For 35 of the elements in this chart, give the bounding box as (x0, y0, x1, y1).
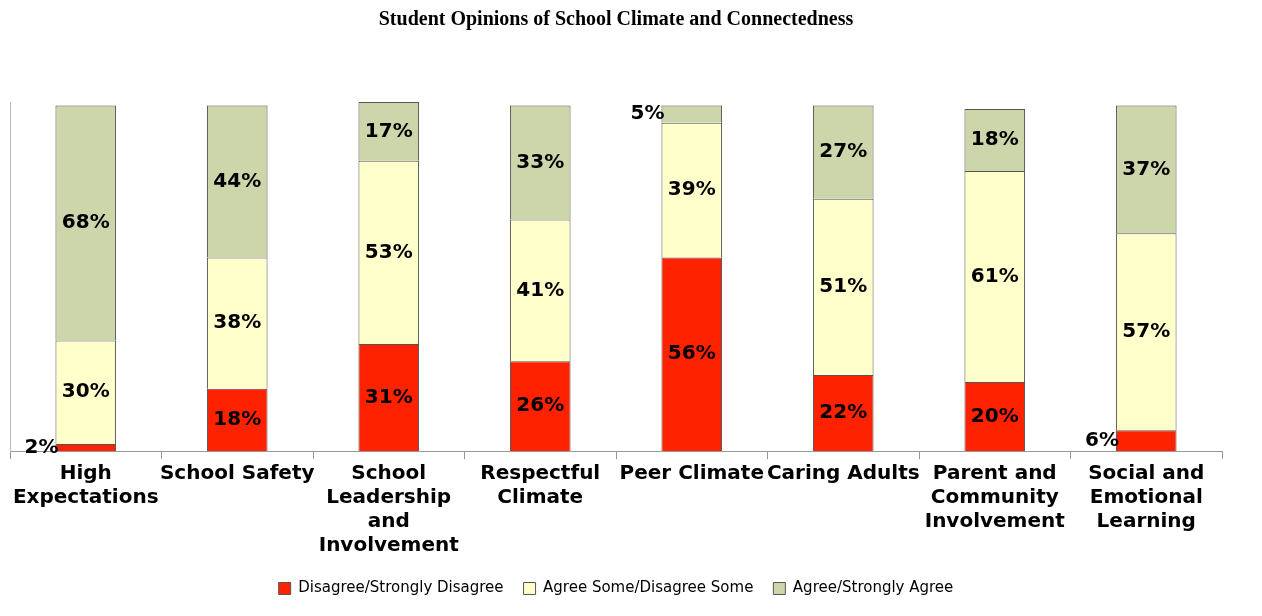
x-tick-label: Parent and Community Involvement (924, 460, 1066, 533)
x-tick-label: Peer Climate (619, 460, 764, 485)
data-label: 18% (213, 406, 262, 431)
data-label: 17% (364, 117, 413, 142)
data-label: 51% (819, 273, 868, 298)
legend-label: Agree/Strongly Agree (792, 578, 954, 597)
chart-title: Student Opinions of School Climate and Connectedness (378, 7, 854, 31)
data-label: 44% (213, 167, 262, 192)
data-label: 37% (1122, 155, 1171, 180)
x-tick-label: Respectful Climate (480, 460, 601, 509)
data-label: 22% (819, 399, 868, 424)
x-tick-label: Social and Emotional Learning (1088, 460, 1205, 533)
data-label: 68% (61, 209, 110, 234)
legend-label: Agree Some/Disagree Some (543, 578, 754, 597)
data-label: 56% (667, 340, 716, 365)
data-label: 53% (364, 238, 413, 263)
data-label: 39% (667, 176, 716, 201)
data-label: 33% (516, 148, 565, 173)
legend-label: Disagree/Strongly Disagree (298, 578, 504, 597)
x-tick-label: High Expectations (12, 460, 159, 509)
data-label: 20% (970, 402, 1019, 427)
data-label: 27% (819, 138, 868, 163)
data-label: 5% (630, 100, 665, 125)
data-label: 2% (24, 433, 59, 458)
data-label: 18% (970, 126, 1019, 151)
x-tick-label: Caring Adults (766, 460, 920, 485)
data-label: 38% (213, 309, 262, 334)
data-label: 31% (364, 383, 413, 408)
x-tick-label: School Leadership and Involvement (318, 460, 460, 557)
data-label: 61% (970, 262, 1019, 287)
data-label: 57% (1122, 317, 1171, 342)
data-label: 30% (61, 378, 110, 403)
data-label: 26% (516, 392, 565, 417)
x-tick-label: School Safety (159, 460, 315, 485)
data-label: 41% (516, 276, 565, 301)
